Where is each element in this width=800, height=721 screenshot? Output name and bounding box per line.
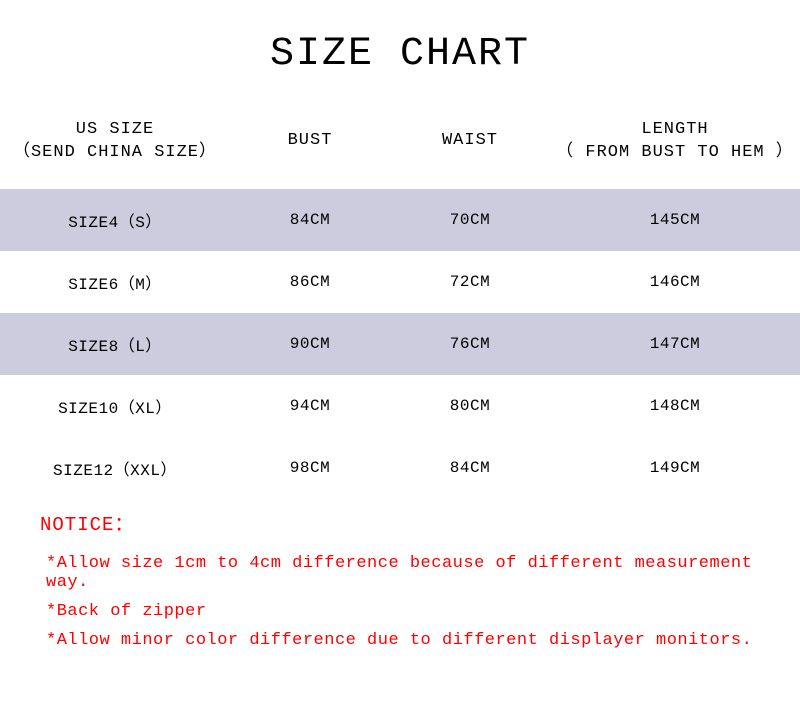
cell-bust: 90CM bbox=[230, 335, 390, 353]
cell-size: SIZE12（XXL） bbox=[0, 456, 230, 480]
cell-waist: 76CM bbox=[390, 335, 550, 353]
notice-section: NOTICE： *Allow size 1cm to 4cm differenc… bbox=[0, 499, 800, 660]
table-header-row: US SIZE （SEND CHINA SIZE） BUST WAIST LEN… bbox=[0, 105, 800, 189]
column-header-line1: LENGTH bbox=[550, 119, 800, 142]
table-row: SIZE4（S） 84CM 70CM 145CM bbox=[0, 189, 800, 251]
notice-label: NOTICE： bbox=[40, 509, 760, 554]
cell-size: SIZE4（S） bbox=[0, 208, 230, 232]
column-header-line1: BUST bbox=[230, 130, 390, 153]
notice-item: *Allow size 1cm to 4cm difference becaus… bbox=[40, 554, 760, 602]
cell-length: 148CM bbox=[550, 397, 800, 415]
cell-bust: 86CM bbox=[230, 273, 390, 291]
column-header-us-size: US SIZE （SEND CHINA SIZE） bbox=[0, 119, 230, 165]
cell-size: SIZE10（XL） bbox=[0, 394, 230, 418]
cell-length: 145CM bbox=[550, 211, 800, 229]
notice-item: *Back of zipper bbox=[40, 602, 760, 631]
cell-waist: 80CM bbox=[390, 397, 550, 415]
table-row: SIZE6（M） 86CM 72CM 146CM bbox=[0, 251, 800, 313]
cell-waist: 84CM bbox=[390, 459, 550, 477]
column-header-line1: US SIZE bbox=[0, 119, 230, 142]
cell-waist: 72CM bbox=[390, 273, 550, 291]
table-row: SIZE12（XXL） 98CM 84CM 149CM bbox=[0, 437, 800, 499]
cell-bust: 84CM bbox=[230, 211, 390, 229]
cell-size: SIZE8（L） bbox=[0, 332, 230, 356]
cell-length: 147CM bbox=[550, 335, 800, 353]
column-header-bust: BUST bbox=[230, 130, 390, 153]
table-row: SIZE8（L） 90CM 76CM 147CM bbox=[0, 313, 800, 375]
table-row: SIZE10（XL） 94CM 80CM 148CM bbox=[0, 375, 800, 437]
cell-length: 146CM bbox=[550, 273, 800, 291]
page-title: SIZE CHART bbox=[0, 0, 800, 105]
cell-size: SIZE6（M） bbox=[0, 270, 230, 294]
column-header-length: LENGTH （ FROM BUST TO HEM ） bbox=[550, 119, 800, 165]
column-header-line2: （SEND CHINA SIZE） bbox=[0, 142, 230, 165]
column-header-line1: WAIST bbox=[390, 130, 550, 153]
cell-bust: 98CM bbox=[230, 459, 390, 477]
cell-length: 149CM bbox=[550, 459, 800, 477]
column-header-waist: WAIST bbox=[390, 130, 550, 153]
cell-bust: 94CM bbox=[230, 397, 390, 415]
notice-item: *Allow minor color difference due to dif… bbox=[40, 631, 760, 660]
cell-waist: 70CM bbox=[390, 211, 550, 229]
size-table: US SIZE （SEND CHINA SIZE） BUST WAIST LEN… bbox=[0, 105, 800, 499]
column-header-line2: （ FROM BUST TO HEM ） bbox=[550, 142, 800, 165]
